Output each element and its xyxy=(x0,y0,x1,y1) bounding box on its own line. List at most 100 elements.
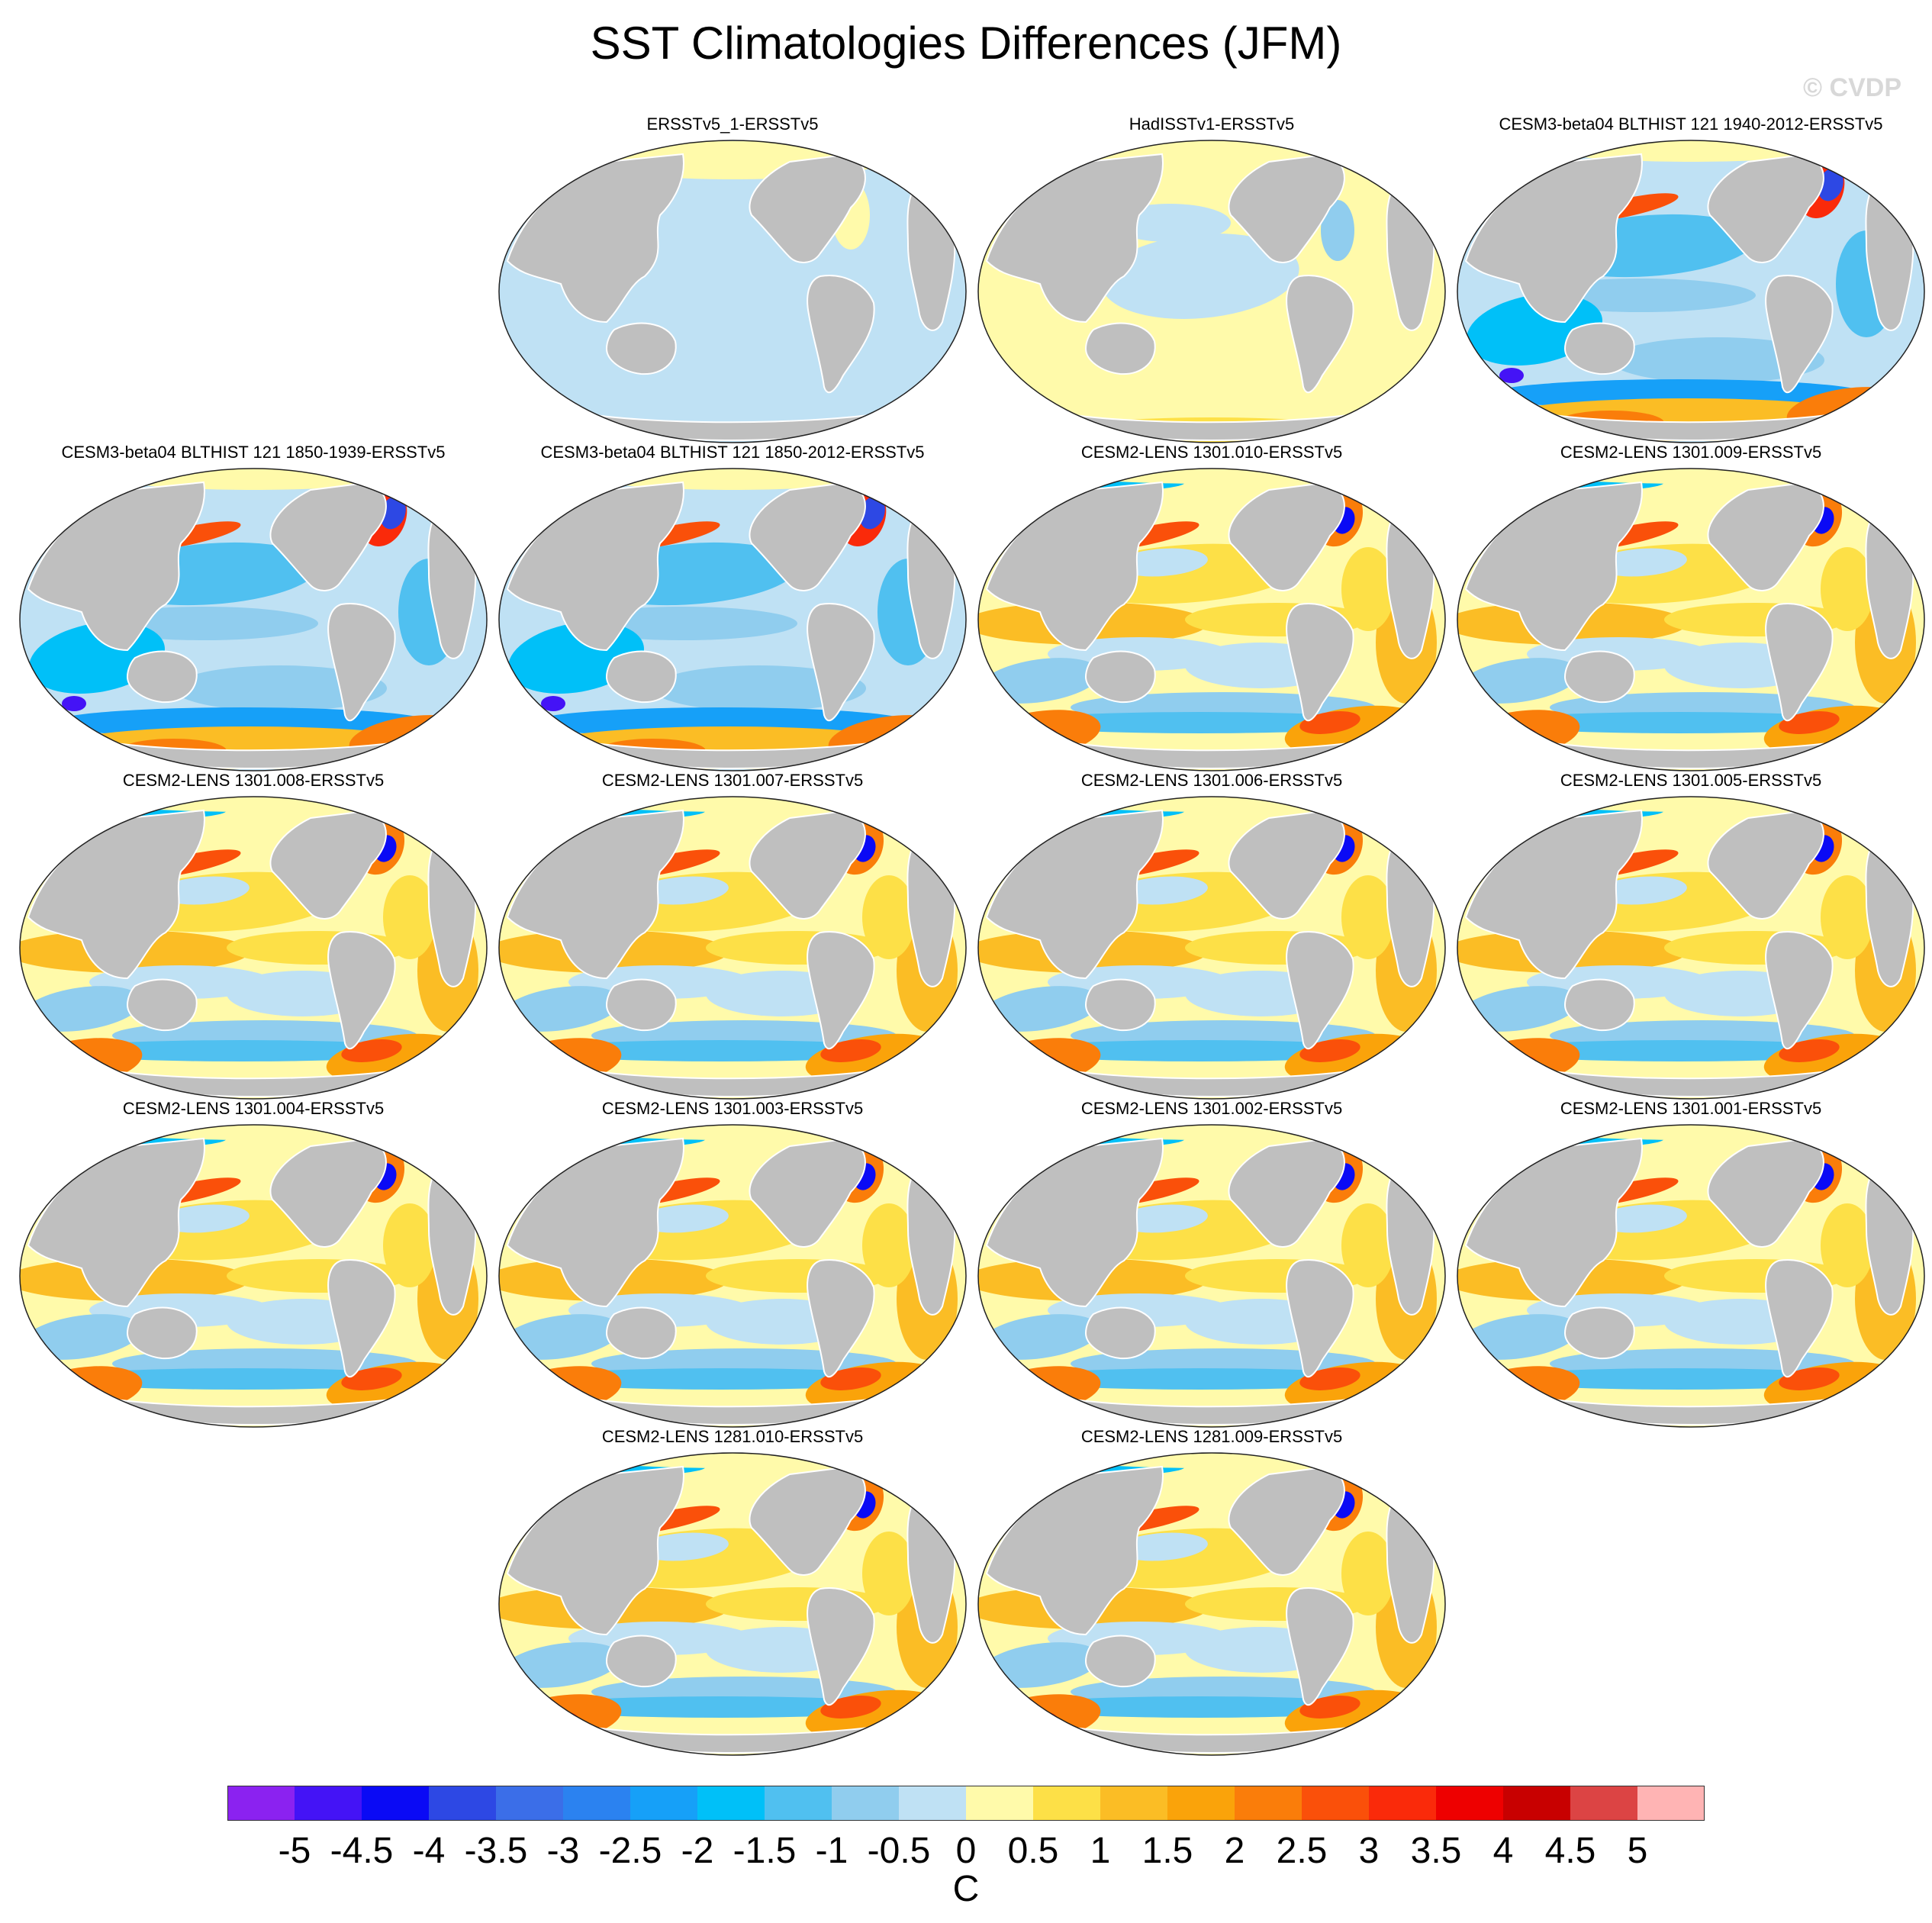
panel-title: CESM2-LENS 1301.007-ERSSTv5 xyxy=(601,771,864,790)
colorbar-tick-label: 1.5 xyxy=(1141,1831,1193,1871)
colorbar-tick-label: -4.5 xyxy=(330,1831,394,1871)
colorbar-tick-label: -4 xyxy=(412,1831,446,1871)
map-panel: CESM2-LENS 1301.004-ERSSTv5 xyxy=(13,1099,494,1428)
world-map xyxy=(1457,1124,1925,1428)
land-mass xyxy=(1286,931,1354,1050)
land-mass xyxy=(1765,603,1834,722)
map-panel: CESM2-LENS 1301.009-ERSSTv5 xyxy=(1451,443,1931,771)
map-panel: CESM2-LENS 1281.009-ERSSTv5 xyxy=(971,1427,1452,1756)
land-mass xyxy=(1228,809,1345,920)
world-map xyxy=(977,1124,1446,1428)
colorbar-units: C xyxy=(952,1869,980,1909)
colorbar-tick-label: 3.5 xyxy=(1410,1831,1462,1871)
colorbar-swatch xyxy=(966,1786,1033,1821)
colorbar-swatch xyxy=(1503,1786,1570,1821)
world-map xyxy=(19,796,488,1100)
land-mass xyxy=(1084,1306,1156,1360)
land-mass xyxy=(126,1306,198,1360)
map-panel: CESM2-LENS 1301.008-ERSSTv5 xyxy=(13,771,494,1100)
land-mass xyxy=(807,931,875,1050)
land-mass xyxy=(1765,1259,1834,1378)
world-map xyxy=(1457,140,1925,443)
land-mass xyxy=(749,1137,866,1248)
world-map xyxy=(498,796,967,1100)
land-mass xyxy=(269,481,387,591)
panel-title: CESM2-LENS 1301.009-ERSSTv5 xyxy=(1560,443,1822,462)
colorbar-swatch xyxy=(227,1786,295,1821)
colorbar-tick-label: 2 xyxy=(1224,1831,1245,1871)
colorbar-swatch xyxy=(1235,1786,1302,1821)
land-mass xyxy=(605,322,677,375)
land-mass xyxy=(1286,603,1354,722)
map-panel: CESM3-beta04 BLTHIST 121 1940-2012-ERSST… xyxy=(1451,114,1931,443)
land-mass xyxy=(1563,978,1635,1032)
panel-title: CESM2-LENS 1281.009-ERSSTv5 xyxy=(1080,1427,1343,1446)
land-mass xyxy=(327,1259,396,1378)
colorbar-tick-label: 5 xyxy=(1627,1831,1648,1871)
colorbar-swatch xyxy=(1100,1786,1167,1821)
cvdp-watermark: © CVDP xyxy=(1803,73,1901,102)
map-panel: CESM2-LENS 1301.002-ERSSTv5 xyxy=(971,1099,1452,1428)
panel-title: CESM3-beta04 BLTHIST 121 1940-2012-ERSST… xyxy=(1499,114,1883,134)
map-panel: CESM2-LENS 1281.010-ERSSTv5 xyxy=(492,1427,973,1756)
world-map xyxy=(19,1124,488,1428)
world-map xyxy=(498,140,967,443)
land-mass xyxy=(1084,978,1156,1032)
colorbar-tick-label: 4 xyxy=(1492,1831,1514,1871)
land-mass xyxy=(269,809,387,920)
map-panel: CESM3-beta04 BLTHIST 121 1850-2012-ERSST… xyxy=(492,443,973,771)
panel-title: CESM2-LENS 1301.008-ERSSTv5 xyxy=(122,771,385,790)
colorbar-tick-label: 0 xyxy=(955,1831,977,1871)
land-mass xyxy=(327,603,396,722)
colorbar-tick-label: -0.5 xyxy=(867,1831,931,1871)
land-mass xyxy=(605,650,677,704)
colorbar-swatch xyxy=(1167,1786,1235,1821)
map-panel: ERSSTv5_1-ERSSTv5 xyxy=(492,114,973,443)
land-mass xyxy=(1084,1635,1156,1688)
world-map xyxy=(977,1452,1446,1756)
land-mass xyxy=(605,1306,677,1360)
land-mass xyxy=(1707,809,1824,920)
world-map xyxy=(498,1452,967,1756)
map-panel: CESM2-LENS 1301.005-ERSSTv5 xyxy=(1451,771,1931,1100)
colorbar-tick-label: -1.5 xyxy=(733,1831,797,1871)
panel-title: CESM2-LENS 1301.006-ERSSTv5 xyxy=(1080,771,1343,790)
land-mass xyxy=(1563,1306,1635,1360)
map-panel: CESM2-LENS 1301.001-ERSSTv5 xyxy=(1451,1099,1931,1428)
land-mass xyxy=(1286,1587,1354,1706)
colorbar-swatch xyxy=(765,1786,832,1821)
map-panel: HadISSTv1-ERSSTv5 xyxy=(971,114,1452,443)
colorbar-tick-label: -2 xyxy=(681,1831,714,1871)
panel-title: CESM3-beta04 BLTHIST 121 1850-2012-ERSST… xyxy=(540,443,925,462)
colorbar-swatch xyxy=(1436,1786,1503,1821)
land-mass xyxy=(1707,481,1824,591)
land-mass xyxy=(1765,931,1834,1050)
colorbar-swatch xyxy=(1570,1786,1637,1821)
land-mass xyxy=(605,978,677,1032)
panel-title: CESM2-LENS 1301.005-ERSSTv5 xyxy=(1560,771,1822,790)
land-mass xyxy=(807,275,875,394)
world-map xyxy=(977,468,1446,771)
land-mass xyxy=(1765,275,1834,394)
land-mass xyxy=(749,481,866,591)
land-mass xyxy=(1286,275,1354,394)
colorbar-swatch xyxy=(1637,1786,1705,1821)
panel-title: CESM2-LENS 1301.010-ERSSTv5 xyxy=(1080,443,1343,462)
panel-title: CESM2-LENS 1301.004-ERSSTv5 xyxy=(122,1099,385,1118)
colorbar-swatch xyxy=(630,1786,697,1821)
colorbar-tick-label: -3.5 xyxy=(464,1831,528,1871)
land-mass xyxy=(807,603,875,722)
panel-title: CESM2-LENS 1301.003-ERSSTv5 xyxy=(601,1099,864,1118)
panel-title: HadISSTv1-ERSSTv5 xyxy=(1129,114,1295,134)
colorbar-swatch xyxy=(1369,1786,1436,1821)
colorbar-tick-label: 2.5 xyxy=(1276,1831,1328,1871)
colorbar-tick-label: 4.5 xyxy=(1544,1831,1596,1871)
land-mass xyxy=(1707,1137,1824,1248)
colorbar-tick-label: -1 xyxy=(815,1831,848,1871)
panel-title: CESM2-LENS 1301.002-ERSSTv5 xyxy=(1080,1099,1343,1118)
colorbar-swatch xyxy=(295,1786,362,1821)
map-panel: CESM2-LENS 1301.003-ERSSTv5 xyxy=(492,1099,973,1428)
land-mass xyxy=(126,650,198,704)
map-panel: CESM2-LENS 1301.006-ERSSTv5 xyxy=(971,771,1452,1100)
land-mass xyxy=(1563,650,1635,704)
